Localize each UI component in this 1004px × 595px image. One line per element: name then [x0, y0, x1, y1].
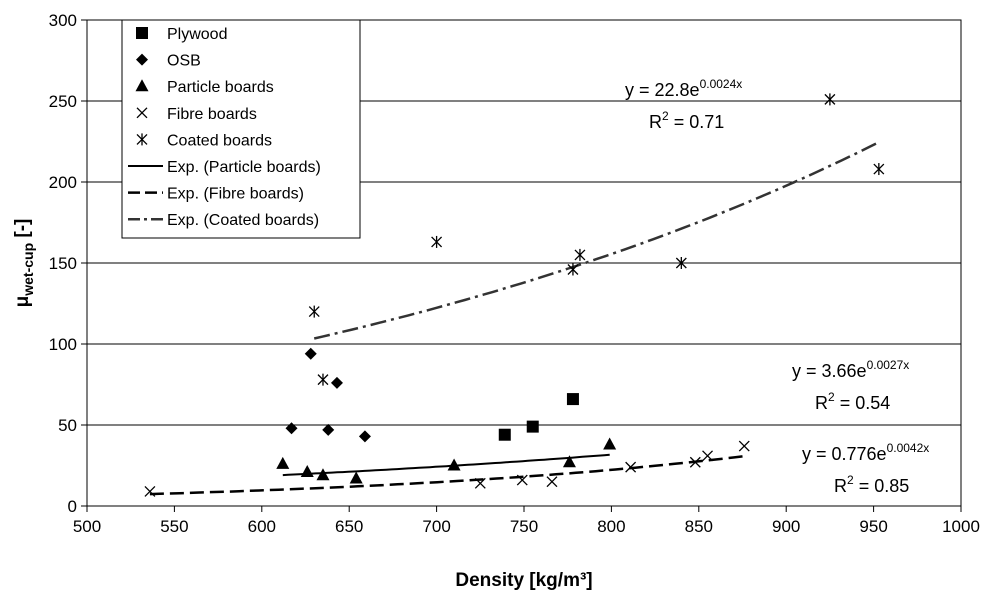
point-fibre-boards	[144, 485, 156, 497]
point-fibre-boards	[546, 476, 558, 488]
point-particle-boards	[603, 437, 617, 450]
legend-marker-plywood	[136, 27, 148, 39]
legend-marker-particle-boards	[135, 79, 149, 92]
marker-stroke	[702, 450, 713, 462]
point-coated-boards	[873, 163, 885, 176]
x-tick-label: 750	[510, 517, 538, 536]
legend-label-coated-boards: Coated boards	[167, 132, 272, 149]
axes	[81, 19, 962, 512]
y-tick-label: 150	[49, 254, 77, 273]
point-particle-boards	[276, 456, 290, 469]
point-coated-boards	[574, 248, 586, 261]
r-squared-coated: R2 = 0.71	[649, 109, 724, 132]
legend-label-particle-boards: Particle boards	[167, 79, 274, 96]
point-particle-boards	[300, 464, 314, 477]
point-fibre-boards	[702, 450, 713, 462]
point-fibre-boards	[738, 440, 750, 452]
legend-label-plywood: Plywood	[167, 26, 227, 43]
legend-label-osb: OSB	[167, 53, 201, 70]
equation-fibre: y = 0.776e0.0042x	[802, 441, 929, 464]
legend-marker-osb	[136, 53, 148, 66]
legend-marker-fibre-boards	[136, 107, 148, 119]
point-osb	[322, 423, 335, 436]
point-particle-boards	[316, 468, 330, 481]
marker-stroke	[625, 461, 637, 473]
x-tick-label: 950	[859, 517, 887, 536]
point-coated-boards	[431, 235, 443, 248]
point-coated-boards	[567, 263, 579, 276]
x-tick-label: 1000	[942, 517, 980, 536]
annotation-coated: y = 22.8e0.0024x R2 = 0.71	[625, 77, 742, 132]
marker-stroke	[689, 456, 701, 468]
marker-stroke	[144, 485, 156, 497]
equation-particle: y = 3.66e0.0027x	[792, 358, 909, 381]
annotation-fibre: y = 0.776e0.0042x R2 = 0.85	[802, 441, 929, 496]
point-fibre-boards	[474, 477, 486, 489]
marker-stroke	[474, 477, 486, 489]
x-tick-label: 700	[422, 517, 450, 536]
data-markers	[144, 93, 885, 497]
point-plywood	[498, 428, 511, 441]
annotation-particle: y = 3.66e0.0027x R2 = 0.54	[792, 358, 909, 413]
point-coated-boards	[308, 305, 320, 318]
y-tick-label: 300	[49, 11, 77, 30]
legend-box	[121, 19, 361, 239]
marker-stroke	[136, 107, 148, 119]
point-osb	[358, 430, 371, 443]
point-osb	[285, 422, 298, 435]
y-tick-label: 200	[49, 173, 77, 192]
y-axis-title: μwet-cup [-]	[12, 219, 36, 308]
legend: Plywood OSB Particle boards Fibre boards Coa…	[128, 26, 321, 229]
legend-label-trend-dashed: Exp. (Fibre boards)	[167, 186, 304, 203]
point-coated-boards	[675, 257, 687, 269]
point-particle-boards	[447, 458, 461, 471]
trendline-dashdot	[313, 141, 880, 340]
point-plywood	[526, 420, 539, 433]
marker-stroke	[546, 476, 558, 488]
r-squared-fibre: R2 = 0.85	[834, 473, 909, 496]
x-tick-label: 800	[597, 517, 625, 536]
legend-label-trend-dashdot: Exp. (Coated boards)	[167, 212, 319, 229]
y-tick-label: 0	[68, 497, 77, 516]
point-osb	[330, 376, 343, 389]
point-plywood	[566, 393, 579, 406]
point-fibre-boards	[689, 456, 701, 468]
x-tick-label: 900	[772, 517, 800, 536]
point-coated-boards	[824, 93, 836, 106]
x-tick-label: 500	[73, 517, 101, 536]
r-squared-particle: R2 = 0.54	[815, 390, 890, 413]
x-tick-label: 550	[160, 517, 188, 536]
x-tick-label: 600	[248, 517, 276, 536]
y-tick-label: 250	[49, 92, 77, 111]
marker-stroke	[516, 474, 528, 486]
y-tick-label: 50	[58, 416, 77, 435]
y-tick-label: 100	[49, 335, 77, 354]
legend-marker-coated-boards	[136, 133, 148, 146]
point-fibre-boards	[625, 461, 637, 473]
tick-labels: 0 50 100 150 200 250 300 500 550 600 650 700 750 800 8…	[49, 11, 980, 536]
legend-label-trend-solid: Exp. (Particle boards)	[167, 159, 321, 176]
x-tick-label: 850	[685, 517, 713, 536]
point-particle-boards	[349, 471, 363, 484]
trendlines	[149, 141, 880, 496]
x-axis-title: Density [kg/m³]	[455, 570, 592, 591]
point-osb	[304, 347, 317, 360]
equation-coated: y = 22.8e0.0024x	[625, 77, 742, 100]
x-tick-label: 650	[335, 517, 363, 536]
point-particle-boards	[562, 455, 576, 468]
point-fibre-boards	[516, 474, 528, 486]
point-coated-boards	[317, 373, 329, 386]
marker-stroke	[738, 440, 750, 452]
trendline-solid	[282, 453, 610, 477]
legend-label-fibre-boards: Fibre boards	[167, 106, 257, 123]
